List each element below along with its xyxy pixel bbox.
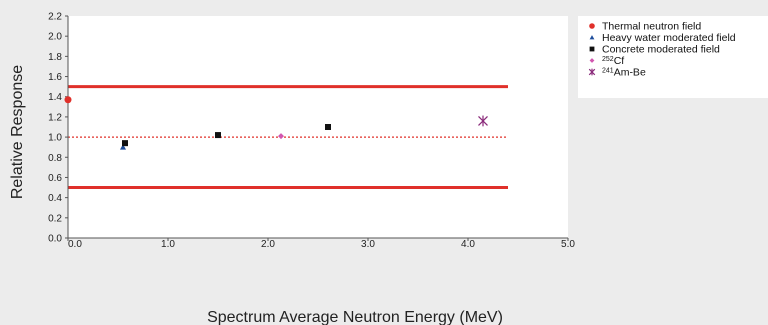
y-tick-label: 1.8 — [48, 52, 62, 63]
y-tick-label: 0.2 — [48, 213, 62, 224]
y-tick-label: 2.0 — [48, 32, 62, 43]
legend-marker — [590, 47, 595, 52]
y-tick-label: 1.2 — [48, 112, 62, 123]
x-tick-label: 1.0 — [161, 239, 175, 250]
y-tick-label: 1.6 — [48, 72, 62, 83]
legend-label-sup: 241 — [602, 68, 614, 75]
y-tick-label: 0.8 — [48, 153, 62, 164]
data-point-series-2 — [122, 140, 128, 146]
legend-label: Concrete moderated field — [602, 44, 720, 56]
x-tick-label: 3.0 — [361, 239, 375, 250]
y-tick-label: 0.0 — [48, 234, 62, 245]
y-tick-label: 2.2 — [48, 12, 62, 23]
legend-label-name: Cf — [614, 55, 625, 67]
legend-label: Heavy water moderated field — [602, 32, 736, 44]
y-ticks: 0.0 0.2 0.4 0.6 0.8 1.0 1.2 1.4 1.6 1.8 2.0 2.2 — [48, 12, 68, 245]
legend-label: Thermal neutron field — [602, 21, 701, 33]
y-tick-label: 1.4 — [48, 92, 62, 103]
x-tick-label: 0.0 — [68, 239, 82, 250]
plot-area — [68, 16, 568, 238]
legend-label-name: Am-Be — [614, 67, 646, 79]
legend-marker — [589, 23, 595, 29]
y-axis-title: Relative Response — [9, 65, 26, 199]
data-point-series-0 — [65, 96, 72, 103]
y-tick-label: 0.6 — [48, 173, 62, 184]
x-axis-title: Spectrum Average Neutron Energy (MeV) — [207, 309, 503, 325]
legend-label-sup: 252 — [602, 56, 614, 63]
x-ticks: 0.0 1.0 2.0 3.0 4.0 5.0 — [68, 238, 575, 250]
x-tick-label: 5.0 — [561, 239, 575, 250]
y-tick-label: 1.0 — [48, 133, 62, 144]
x-tick-label: 2.0 — [261, 239, 275, 250]
data-point-series-2 — [325, 124, 331, 130]
x-tick-label: 4.0 — [461, 239, 475, 250]
y-tick-label: 0.4 — [48, 193, 62, 204]
data-point-series-2 — [215, 132, 221, 138]
